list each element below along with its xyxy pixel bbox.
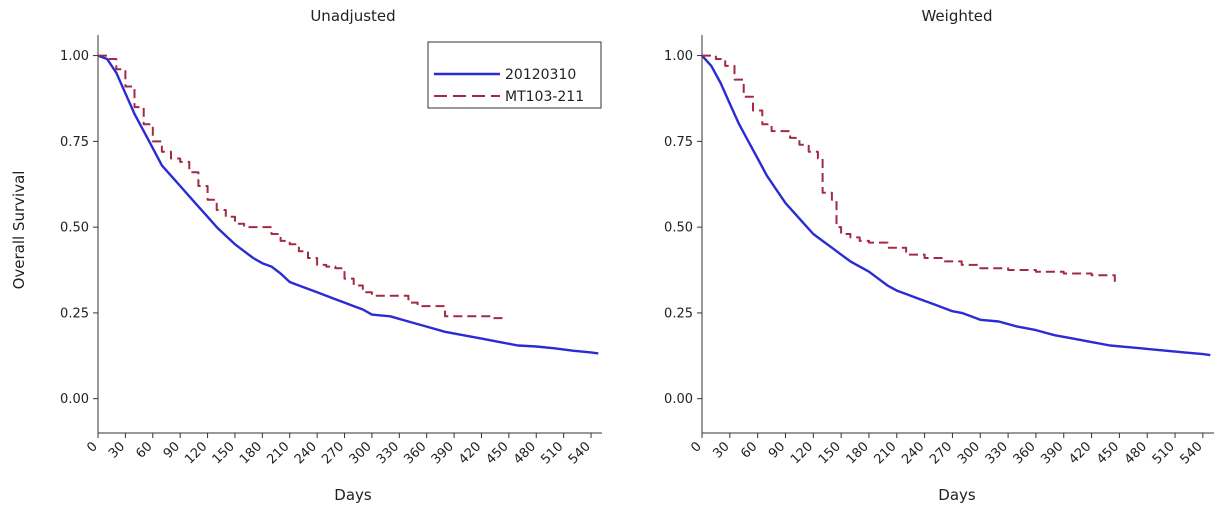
- x-tick-label: 0: [688, 439, 704, 455]
- x-axis-label: Days: [938, 486, 976, 504]
- x-tick-label: 390: [1038, 439, 1066, 467]
- x-tick-label: 360: [401, 439, 429, 467]
- weighted-panel: Weighted Days 0.00 0.25 0.50 0.75 1.00 0 30 60 9…: [664, 7, 1214, 504]
- x-tick-label: 360: [1011, 439, 1039, 467]
- x-tick-label: 300: [955, 439, 983, 467]
- y-tick-label: 0.75: [664, 135, 693, 150]
- x-tick-label: 330: [983, 439, 1011, 467]
- legend-label-series-1: 20120310: [505, 67, 576, 83]
- axes: 0.000.250.500.751.000 30 60 90 120 150 180 210 2…: [664, 35, 1214, 467]
- x-tick-label: 90: [766, 439, 788, 461]
- x-tick-label: 300: [347, 439, 375, 467]
- chart-title: Unadjusted: [310, 7, 395, 25]
- series-line-1: [97, 54, 599, 355]
- x-tick-label: 150: [816, 439, 844, 467]
- x-tick-label: 270: [927, 439, 955, 467]
- x-tick-label: 180: [844, 439, 872, 467]
- x-tick-label: 420: [1066, 439, 1094, 467]
- plot-lines: [97, 54, 599, 355]
- x-axis-label: Days: [334, 486, 372, 504]
- y-tick-label: 0.50: [60, 221, 89, 236]
- unadjusted-panel: Unadjusted Overall Survival Days 0.00 0.2…: [10, 7, 602, 504]
- x-tick-label: 540: [1178, 439, 1206, 467]
- legend: 20120310 MT103-211: [427, 41, 602, 109]
- x-tick-label: 480: [511, 439, 539, 467]
- x-tick-label: 330: [374, 439, 402, 467]
- x-tick-label: 210: [871, 439, 899, 467]
- x-tick-label: 270: [319, 439, 347, 467]
- y-tick-label: 0.00: [664, 392, 693, 407]
- y-axis-label: Overall Survival: [10, 171, 28, 290]
- x-tick-label: 60: [738, 439, 760, 461]
- x-tick-label: 420: [456, 439, 484, 467]
- legend-label-series-2: MT103-211: [505, 89, 584, 105]
- x-tick-label: 510: [1150, 439, 1178, 467]
- chart-title: Weighted: [921, 7, 992, 25]
- x-tick-label: 510: [538, 439, 566, 467]
- series-line-2: [702, 54, 1116, 282]
- y-tick-label: 0.50: [664, 221, 693, 236]
- x-tick-label: 90: [161, 439, 183, 461]
- x-tick-label: 150: [210, 439, 238, 467]
- x-tick-label: 390: [429, 439, 457, 467]
- series-line-1: [701, 54, 1211, 357]
- y-tick-label: 0.00: [60, 392, 89, 407]
- x-tick-label: 60: [133, 439, 155, 461]
- x-tick-label: 240: [292, 439, 320, 467]
- x-tick-label: 450: [1094, 439, 1122, 467]
- x-tick-label: 30: [710, 439, 732, 461]
- y-tick-label: 1.00: [60, 49, 89, 64]
- x-tick-label: 0: [84, 439, 100, 455]
- x-tick-label: 540: [566, 439, 594, 467]
- x-tick-label: 210: [264, 439, 292, 467]
- y-tick-label: 0.25: [664, 306, 693, 321]
- series-line-2: [98, 54, 506, 320]
- x-tick-label: 180: [237, 439, 265, 467]
- x-tick-label: 450: [484, 439, 512, 467]
- x-tick-label: 480: [1122, 439, 1150, 467]
- y-tick-label: 1.00: [664, 49, 693, 64]
- x-tick-label: 240: [899, 439, 927, 467]
- y-tick-label: 0.25: [60, 306, 89, 321]
- plot-lines: [701, 54, 1211, 357]
- x-tick-label: 30: [106, 439, 128, 461]
- y-tick-label: 0.75: [60, 135, 89, 150]
- x-tick-label: 120: [788, 439, 816, 467]
- x-tick-label: 120: [182, 439, 210, 467]
